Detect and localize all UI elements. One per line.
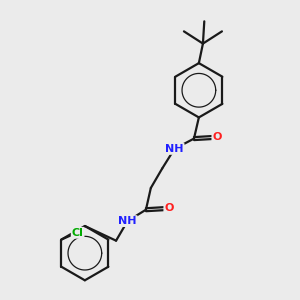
Text: NH: NH bbox=[165, 144, 184, 154]
Text: NH: NH bbox=[118, 216, 137, 226]
Text: O: O bbox=[164, 203, 174, 213]
Text: Cl: Cl bbox=[72, 228, 84, 238]
Text: O: O bbox=[212, 132, 222, 142]
